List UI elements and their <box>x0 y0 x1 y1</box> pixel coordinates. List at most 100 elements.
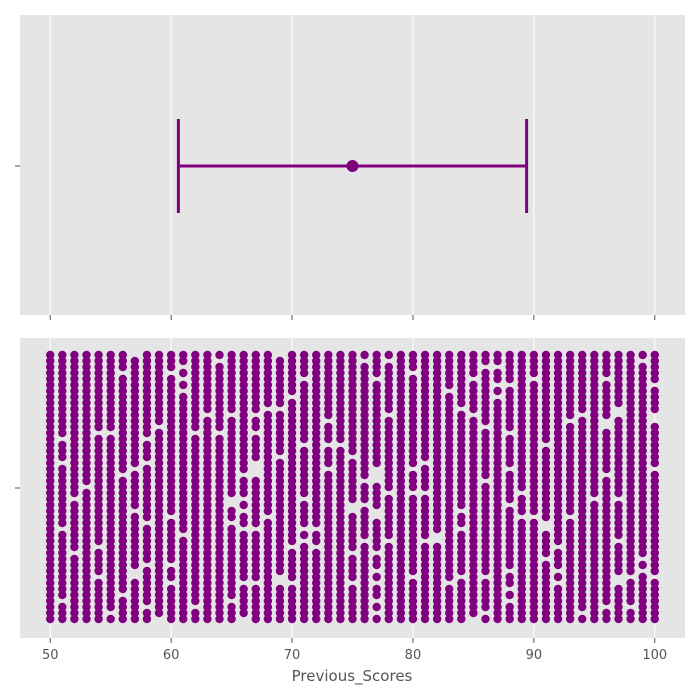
strip-point <box>590 518 599 528</box>
strip-point <box>420 422 430 432</box>
strip-point <box>179 368 188 378</box>
strip-point <box>106 482 115 492</box>
strip-point <box>578 458 587 468</box>
strip-point <box>239 458 248 468</box>
strip-point <box>541 536 551 546</box>
strip-point <box>203 530 212 540</box>
strip-point <box>142 446 152 456</box>
strip-point <box>541 494 551 504</box>
strip-point <box>457 452 466 462</box>
strip-point <box>553 350 563 360</box>
strip-point <box>360 572 369 582</box>
strip-point <box>372 518 381 528</box>
strip-point <box>46 434 55 444</box>
strip-point <box>348 356 357 366</box>
strip-point <box>602 572 611 582</box>
strip-point <box>626 500 635 510</box>
strip-point <box>590 434 599 444</box>
strip-point <box>420 356 430 366</box>
strip-point <box>215 422 224 432</box>
strip-point <box>396 434 406 444</box>
strip-point <box>312 416 321 426</box>
strip-point <box>396 566 406 576</box>
strip-point <box>505 350 514 360</box>
strip-point <box>420 362 430 372</box>
strip-point <box>493 356 502 366</box>
strip-point <box>602 578 611 588</box>
strip-point <box>287 440 297 450</box>
strip-point <box>626 416 635 426</box>
strip-point <box>118 488 127 498</box>
strip-point <box>590 596 599 606</box>
strip-point <box>505 578 514 588</box>
strip-column-58 <box>142 350 152 624</box>
strip-point <box>215 368 224 378</box>
strip-point <box>166 596 176 606</box>
strip-point <box>70 614 79 624</box>
strip-point <box>70 422 79 432</box>
strip-point <box>553 602 563 612</box>
strip-point <box>602 506 611 516</box>
strip-point <box>179 554 188 564</box>
strip-point <box>578 500 587 510</box>
strip-point <box>58 446 67 456</box>
strip-point <box>70 356 79 366</box>
strip-point <box>227 398 236 408</box>
strip-column-86 <box>481 350 490 624</box>
strip-point <box>166 572 176 582</box>
strip-point <box>469 500 478 510</box>
strip-point <box>578 560 587 570</box>
strip-point <box>553 368 563 378</box>
strip-point <box>578 464 587 474</box>
strip-point <box>396 452 406 462</box>
strip-point <box>299 362 309 372</box>
strip-point <box>469 350 478 360</box>
strip-point <box>203 386 212 396</box>
strip-point <box>215 566 224 576</box>
strip-point <box>299 572 309 582</box>
strip-point <box>614 470 623 480</box>
strip-point <box>46 512 55 522</box>
strip-point <box>360 410 369 420</box>
strip-point <box>614 482 623 492</box>
strip-point <box>166 404 176 414</box>
strip-point <box>420 542 430 552</box>
strip-point <box>590 416 599 426</box>
strip-point <box>46 380 55 390</box>
strip-point <box>46 386 55 396</box>
strip-point <box>650 614 659 624</box>
strip-point <box>251 614 260 624</box>
strip-point <box>251 434 260 444</box>
strip-point <box>614 614 623 624</box>
strip-point <box>263 578 273 588</box>
strip-point <box>336 404 345 414</box>
strip-point <box>166 428 176 438</box>
strip-point <box>445 464 454 474</box>
strip-point <box>70 542 79 552</box>
strip-point <box>650 422 659 432</box>
strip-point <box>517 536 526 546</box>
strip-point <box>336 446 345 456</box>
strip-point <box>336 416 345 426</box>
strip-point <box>384 548 393 558</box>
strip-point <box>191 590 200 600</box>
strip-point <box>348 494 357 504</box>
strip-point <box>227 506 236 516</box>
strip-point <box>70 536 79 546</box>
strip-point <box>481 428 490 438</box>
strip-point <box>227 524 236 534</box>
strip-point <box>638 368 647 378</box>
strip-point <box>142 536 152 546</box>
strip-point <box>203 518 212 528</box>
strip-point <box>70 530 79 540</box>
strip-point <box>432 434 442 444</box>
strip-point <box>215 548 224 558</box>
strip-point <box>287 374 297 384</box>
strip-point <box>614 554 623 564</box>
strip-point <box>275 464 285 474</box>
strip-point <box>505 434 514 444</box>
strip-point <box>191 434 200 444</box>
strip-point <box>46 566 55 576</box>
strip-point <box>82 506 91 516</box>
strip-point <box>239 422 248 432</box>
